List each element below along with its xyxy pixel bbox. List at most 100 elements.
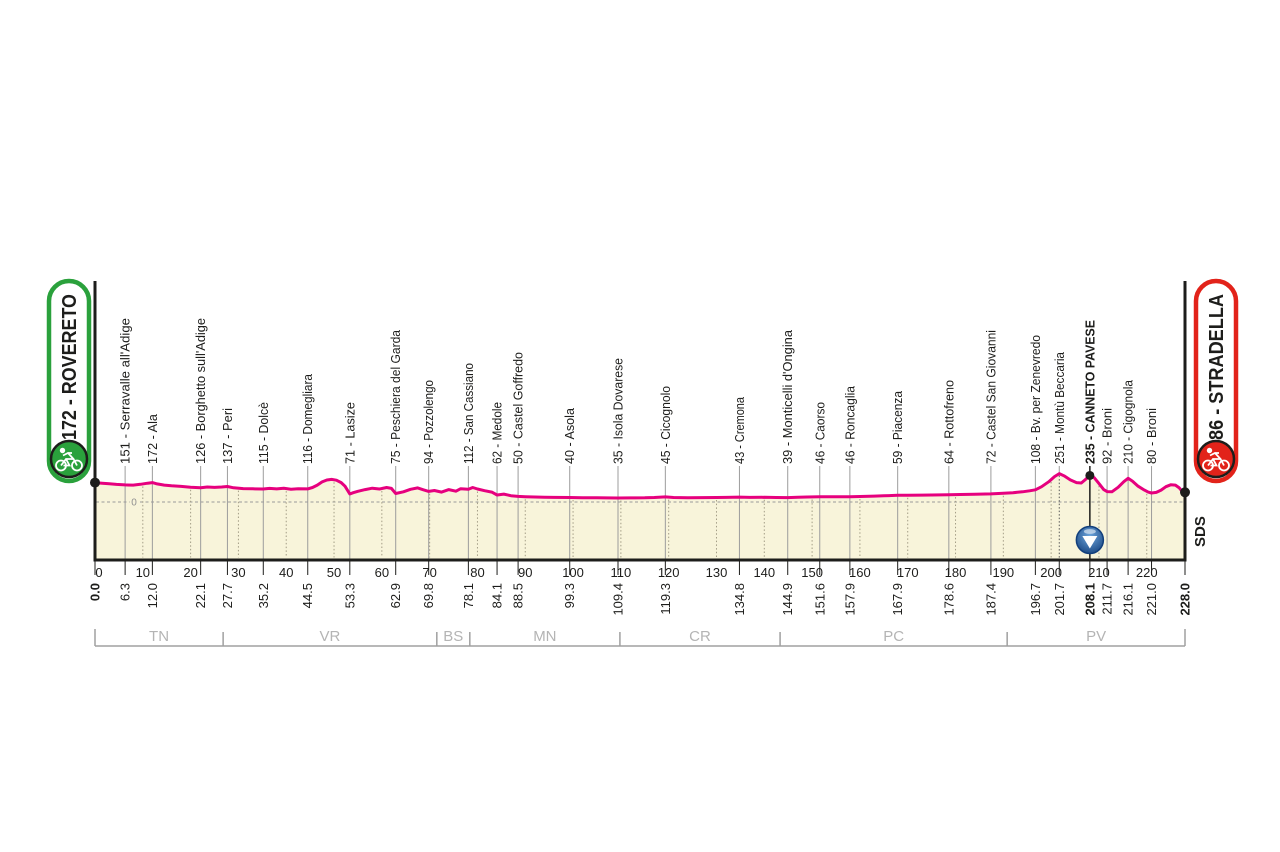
km-label: 221.0 xyxy=(1144,583,1159,616)
waypoint-label: 172 - Ala xyxy=(145,413,160,464)
axis-number: 120 xyxy=(658,565,680,580)
km-label: 0.0 xyxy=(88,583,103,601)
axis-number: 40 xyxy=(279,565,293,580)
km-label: 53.3 xyxy=(342,583,357,608)
waypoint-label: 46 - Roncaglia xyxy=(842,385,857,464)
waypoint-label: 46 - Caorso xyxy=(812,402,827,464)
axis-number: 90 xyxy=(518,565,532,580)
axis-number: 60 xyxy=(375,565,389,580)
km-label: 151.6 xyxy=(812,583,827,616)
signature-text: SDS xyxy=(1192,516,1209,547)
waypoint-label: 126 - Borghetto sull'Adige xyxy=(193,318,208,464)
axis-number: 220 xyxy=(1136,565,1158,580)
km-label: 27.7 xyxy=(220,583,235,608)
waypoint-label: 50 - Castel Goffredo xyxy=(511,352,526,464)
km-label: 109.4 xyxy=(611,583,626,616)
axis-number: 50 xyxy=(327,565,341,580)
km-label: 69.8 xyxy=(421,583,436,608)
elevation-area-fill xyxy=(95,473,1185,559)
km-label: 216.1 xyxy=(1121,583,1136,616)
waypoint-label: 94 - Pozzolengo xyxy=(421,380,436,464)
waypoint-label: 251 - Montù Beccaria xyxy=(1052,351,1067,464)
waypoint-label: 116 - Domegliara xyxy=(300,373,315,464)
waypoint-label: 92 - Broni xyxy=(1100,408,1115,464)
axis-number: 160 xyxy=(849,565,871,580)
km-label: 35.2 xyxy=(256,583,271,608)
axis-number: 190 xyxy=(992,565,1014,580)
km-label: 88.5 xyxy=(511,583,526,608)
km-label: 44.5 xyxy=(300,583,315,608)
waypoint-label: 40 - Asola xyxy=(562,407,577,464)
km-label: 62.9 xyxy=(388,583,403,608)
km-label: 157.9 xyxy=(842,583,857,616)
waypoint-label: 59 - Piacenza xyxy=(890,390,905,464)
descent-sprint-marker xyxy=(1075,525,1105,555)
km-label: 211.7 xyxy=(1100,583,1115,615)
km-label: 134.8 xyxy=(732,583,747,616)
province-label: MN xyxy=(533,628,556,645)
waypoint-dot xyxy=(1085,470,1095,480)
km-label: 144.9 xyxy=(780,583,795,616)
km-label: 99.3 xyxy=(562,583,577,608)
province-label: PV xyxy=(1086,628,1106,645)
waypoint-label: 35 - Isola Dovarese xyxy=(611,358,626,464)
waypoint-label: 71 - Lasize xyxy=(342,402,357,464)
waypoint-label: 72 - Castel San Giovanni xyxy=(983,330,998,464)
axis-number: 110 xyxy=(611,565,632,580)
axis-number: 80 xyxy=(470,565,484,580)
province-label: VR xyxy=(320,628,341,645)
province-label: BS xyxy=(443,628,463,645)
province-label: CR xyxy=(689,628,711,645)
waypoint-label: 108 - Bv. per Zenevredo xyxy=(1028,335,1043,464)
waypoint-label: 210 - Cigognola xyxy=(1121,379,1136,464)
cyclist-icon xyxy=(55,447,83,472)
waypoint-label: 151 - Serravalle all'Adige xyxy=(118,318,133,464)
start-badge-label: 172 - ROVERETO xyxy=(59,294,81,440)
km-label: 6.3 xyxy=(118,583,133,601)
start-badge: 172 - ROVERETO xyxy=(46,278,92,484)
province-label: TN xyxy=(149,628,169,645)
km-label: 12.0 xyxy=(145,583,160,608)
km-label: 84.1 xyxy=(490,583,505,608)
waypoint-label: 235 - CANNETO PAVESE xyxy=(1082,320,1097,464)
waypoint-label: 80 - Broni xyxy=(1144,408,1159,464)
axis-number: 20 xyxy=(183,565,197,580)
km-label: 22.1 xyxy=(193,583,208,608)
axis-number: 10 xyxy=(136,565,150,580)
waypoint-label: 39 - Monticelli d'Ongina xyxy=(780,329,795,464)
axis-number: 210 xyxy=(1088,565,1110,580)
waypoint-label: 115 - Dolcè xyxy=(256,402,271,464)
km-label: 119.3 xyxy=(658,583,673,615)
waypoint-label: 43 - Cremona xyxy=(732,396,747,464)
waypoint-label: 75 - Peschiera del Garda xyxy=(388,329,403,464)
km-label: 167.9 xyxy=(890,583,905,616)
waypoint-label: 137 - Peri xyxy=(220,408,235,464)
axis-number: 30 xyxy=(231,565,245,580)
axis-number: 180 xyxy=(945,565,967,580)
waypoint-label: 45 - Cicognolo xyxy=(658,386,673,464)
finish-badge-label: 86 - STRADELLA xyxy=(1206,294,1228,440)
axis-number: 130 xyxy=(706,565,728,580)
province-label: PC xyxy=(883,628,904,645)
km-label: 228.0 xyxy=(1178,583,1193,616)
cyclist-icon xyxy=(1202,447,1230,472)
waypoint-label: 64 - Rottofreno xyxy=(941,380,956,464)
axis-number: 170 xyxy=(897,565,919,580)
km-label: 196.7 xyxy=(1028,583,1043,616)
waypoint-label: 62 - Medole xyxy=(490,402,505,464)
km-label: 178.6 xyxy=(941,583,956,616)
zero-elevation-label: 0 xyxy=(131,498,137,509)
axis-number: 200 xyxy=(1040,565,1062,580)
km-label: 78.1 xyxy=(461,583,476,608)
axis-number: 150 xyxy=(801,565,823,580)
elevation-profile-line xyxy=(93,472,1187,500)
axis-number: 140 xyxy=(753,565,775,580)
km-label: 201.7 xyxy=(1052,583,1067,616)
axis-number: 0 xyxy=(95,565,102,580)
waypoint-label: 112 - San Cassiano xyxy=(461,363,476,464)
axis-number: 100 xyxy=(562,565,584,580)
km-label: 208.1 xyxy=(1082,583,1097,616)
km-label: 187.4 xyxy=(983,583,998,616)
